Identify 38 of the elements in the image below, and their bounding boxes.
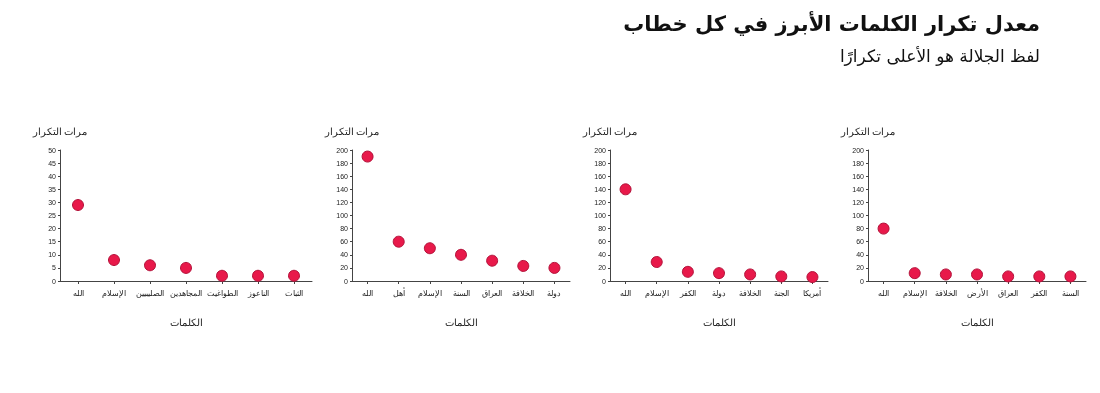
point <box>908 267 921 280</box>
point <box>681 265 694 278</box>
text: لفظ الجلالة هو الأعلى تكرارًا <box>838 46 1040 66</box>
point <box>216 269 228 282</box>
point <box>455 248 467 261</box>
point <box>1033 270 1046 283</box>
point <box>361 150 374 163</box>
point <box>144 259 156 272</box>
point <box>423 242 436 255</box>
point <box>775 270 788 283</box>
point <box>252 269 264 282</box>
y-axis-title: مرات التكرار <box>323 125 380 138</box>
point <box>288 269 300 282</box>
point <box>517 259 530 272</box>
y-axis-title: مرات التكرار <box>839 125 896 138</box>
point <box>72 199 84 212</box>
x-axis-title: الكلمات <box>702 316 736 328</box>
point <box>548 261 561 274</box>
point <box>713 267 725 280</box>
point <box>744 268 757 281</box>
point <box>392 235 405 248</box>
point <box>180 261 192 274</box>
point <box>650 256 663 268</box>
point <box>619 183 632 196</box>
y-axis-title: مرات التكرار <box>31 125 88 138</box>
point <box>1064 270 1077 283</box>
x-axis-title: الكلمات <box>960 316 994 328</box>
point <box>1002 270 1015 283</box>
point <box>939 268 952 281</box>
point <box>108 254 120 267</box>
point <box>877 222 890 235</box>
x-axis-title: الكلمات <box>444 316 478 328</box>
point <box>806 271 819 284</box>
point <box>971 268 983 281</box>
text: معدل تكرار الكلمات الأبرز في كل خطاب <box>622 12 1040 36</box>
point <box>486 254 499 267</box>
y-axis-title: مرات التكرار <box>581 125 638 138</box>
x-axis-title: الكلمات <box>169 316 203 328</box>
